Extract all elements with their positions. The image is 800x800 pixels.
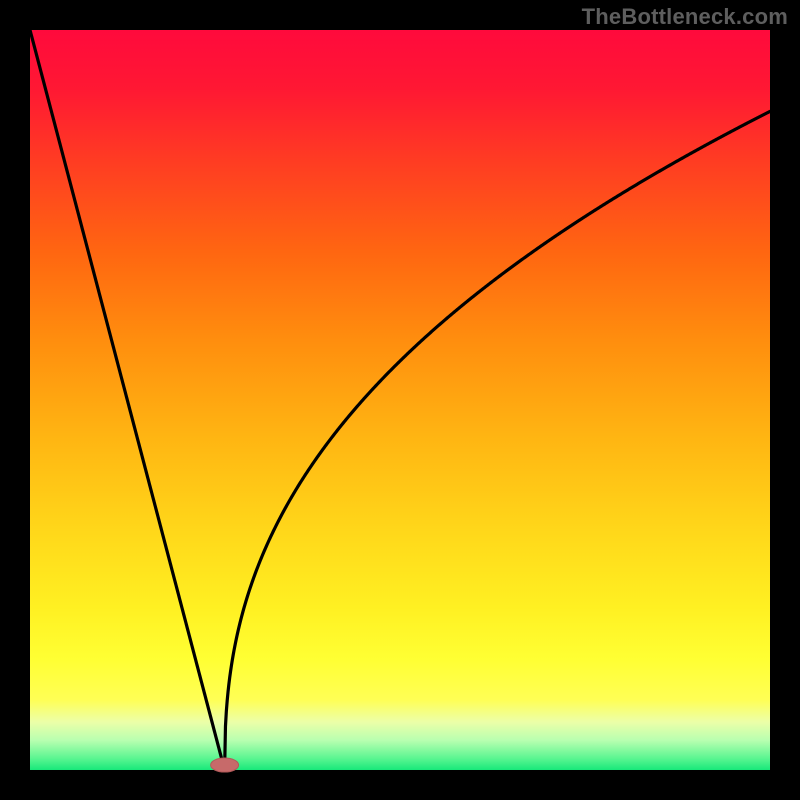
bottleneck-chart-svg: [0, 0, 800, 800]
chart-plot-area: [30, 30, 770, 770]
chart-container: TheBottleneck.com: [0, 0, 800, 800]
optimal-point-marker: [211, 758, 239, 772]
